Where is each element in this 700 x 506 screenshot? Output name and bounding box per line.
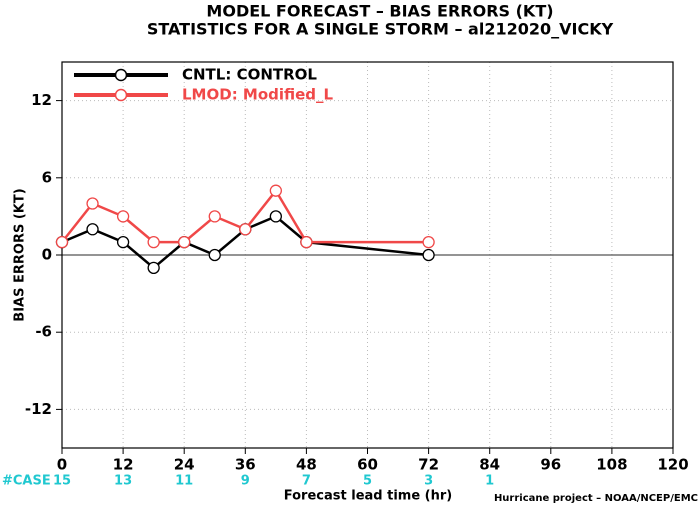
data-point	[239, 223, 252, 236]
case-count: 15	[53, 474, 71, 489]
data-point	[422, 248, 435, 262]
x-axis-label: Forecast lead time (hr)	[284, 489, 452, 504]
data-point	[55, 235, 69, 249]
y-tick-label: -6	[35, 323, 52, 341]
data-point	[208, 210, 221, 223]
x-tick-label: 120	[657, 456, 688, 474]
x-tick-label: 72	[418, 456, 439, 474]
y-tick-label: -12	[25, 400, 52, 418]
data-point	[269, 210, 283, 223]
case-count: 7	[302, 474, 311, 489]
data-point	[116, 235, 130, 249]
y-axis-label: BIAS ERRORS (KT)	[13, 188, 28, 321]
data-point	[147, 261, 160, 275]
case-count: 11	[175, 474, 193, 489]
x-tick-label: 36	[235, 456, 256, 474]
legend-label: LMOD: Modified_L	[182, 86, 334, 104]
plot-frame	[61, 61, 674, 449]
case-count: 5	[363, 474, 372, 489]
case-count: 3	[424, 474, 433, 489]
data-point	[86, 223, 99, 236]
x-tick-label: 96	[540, 456, 561, 474]
series-line	[61, 214, 429, 270]
legend-marker	[114, 68, 128, 82]
y-tick-label: 12	[31, 91, 52, 109]
data-point	[116, 210, 130, 223]
y-tick-label: 6	[42, 168, 52, 186]
x-tick-label: 84	[479, 456, 500, 474]
case-label: #CASE	[2, 474, 51, 489]
data-point	[178, 235, 191, 249]
chart-title: MODEL FORECAST – BIAS ERRORS (KT)	[206, 2, 553, 21]
case-count: 13	[114, 474, 132, 489]
y-tick-label: 0	[42, 246, 52, 264]
legend-label: CNTL: CONTROL	[182, 66, 317, 84]
case-count: 9	[241, 474, 250, 489]
data-point	[147, 235, 160, 249]
data-point	[86, 197, 99, 210]
credit: Hurricane project – NOAA/NCEP/EMC	[494, 493, 698, 504]
x-tick-label: 60	[357, 456, 378, 474]
series-line	[61, 188, 429, 244]
case-count: 1	[485, 474, 494, 489]
data-point	[208, 248, 221, 262]
x-tick-label: 12	[113, 456, 134, 474]
data-point	[269, 184, 283, 197]
x-tick-label: 24	[174, 456, 195, 474]
x-tick-label: 108	[596, 456, 627, 474]
chart-subtitle: STATISTICS FOR A SINGLE STORM – al212020…	[147, 20, 614, 39]
data-point	[300, 235, 313, 249]
x-tick-label: 0	[57, 456, 67, 474]
data-point	[422, 235, 435, 249]
x-tick-label: 48	[296, 456, 317, 474]
legend-marker	[114, 88, 128, 102]
